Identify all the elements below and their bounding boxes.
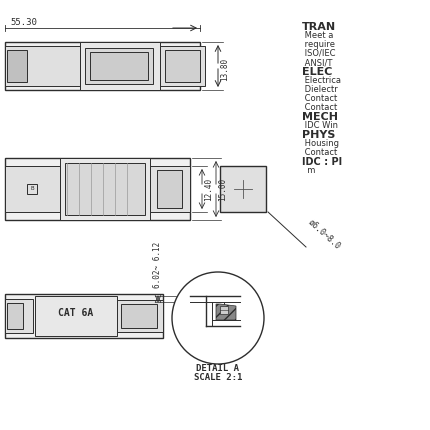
Circle shape [222,168,228,174]
Text: CAT 6A: CAT 6A [58,308,94,318]
Bar [157,170,182,208]
Text: 15.00: 15.00 [218,178,227,200]
Bar [27,184,37,194]
Text: SCALE 2:1: SCALE 2:1 [194,373,242,382]
Text: Electrica: Electrica [302,76,341,85]
Text: IDC : PI: IDC : PI [302,157,342,167]
Bar [220,166,266,212]
Text: Dielectr: Dielectr [302,85,338,94]
Text: ISO/IEC: ISO/IEC [302,49,335,58]
Text: ELEC: ELEC [302,67,332,77]
Bar [85,48,153,84]
Text: PHYS: PHYS [302,130,335,140]
Bar [160,46,205,86]
Ellipse shape [29,55,57,77]
Text: m: m [302,166,315,175]
Bar [35,296,117,336]
Bar [65,163,145,215]
Bar [8,172,23,206]
Bar [90,52,148,80]
Text: B: B [30,187,34,191]
Text: MECH: MECH [302,112,338,122]
Text: 12.40: 12.40 [204,178,213,200]
Text: Meet a: Meet a [302,31,333,40]
Bar [220,306,228,314]
Bar [165,50,200,82]
Text: 6.02~ 6.12: 6.02~ 6.12 [153,242,162,288]
Text: ANSI/T: ANSI/T [302,58,332,67]
Bar [7,50,27,82]
Bar [5,166,60,212]
Bar [60,158,150,220]
Bar [117,300,163,332]
Circle shape [222,204,228,210]
Text: Contact: Contact [302,148,337,157]
Text: ø6.0~8.0: ø6.0~8.0 [307,218,343,251]
Polygon shape [216,304,236,320]
Text: require: require [302,40,335,49]
Text: IDC Win: IDC Win [302,121,338,130]
Circle shape [232,178,254,200]
Bar [150,166,190,212]
Text: Contact: Contact [302,103,337,112]
Bar [5,158,190,220]
Text: 55.30: 55.30 [10,18,37,27]
Text: TRAN: TRAN [302,22,336,32]
Bar [7,303,23,329]
Bar [80,42,160,90]
Circle shape [227,173,259,205]
Circle shape [258,204,264,210]
Bar [5,299,33,333]
Text: Housing: Housing [302,139,339,148]
Text: DETAIL A: DETAIL A [197,364,240,373]
Bar [5,294,163,338]
Circle shape [172,272,264,364]
Bar [5,42,200,90]
Circle shape [258,168,264,174]
Text: 13.80: 13.80 [220,58,229,80]
Bar [5,46,80,86]
Bar [121,304,157,328]
Text: Contact: Contact [302,94,337,103]
